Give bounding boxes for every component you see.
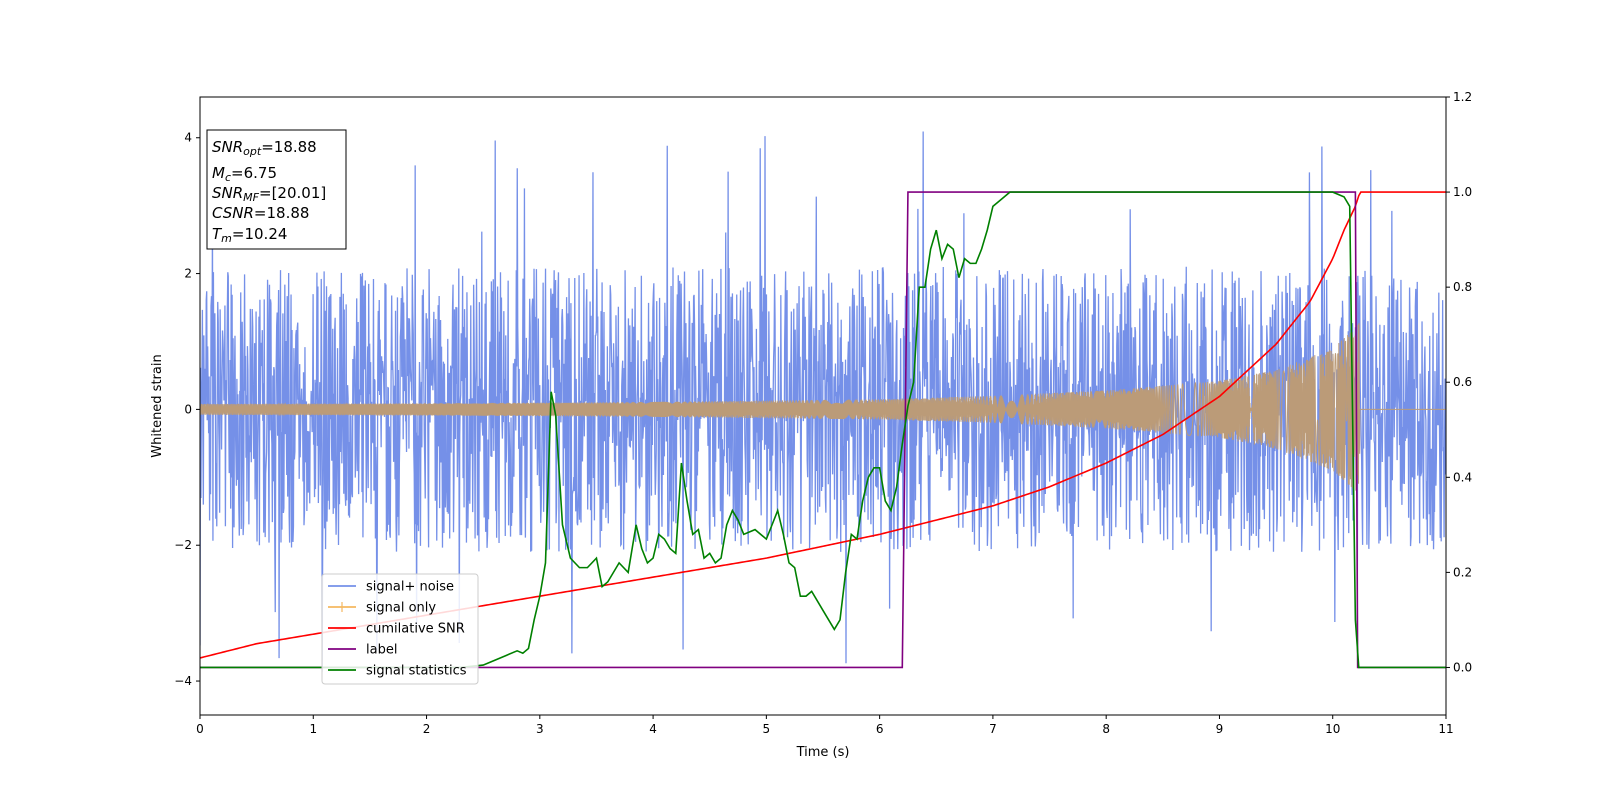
y-tick-label: −2 xyxy=(174,538,192,552)
y-axis-label: Whitened strain xyxy=(150,354,165,457)
x-tick-label: 4 xyxy=(649,722,657,736)
x-tick-label: 6 xyxy=(876,722,884,736)
x-tick-label: 3 xyxy=(536,722,544,736)
legend-entry: signal statistics xyxy=(328,664,467,679)
x-tick-label: 9 xyxy=(1216,722,1224,736)
x-tick-label: 10 xyxy=(1325,722,1340,736)
plot-frame xyxy=(199,96,1447,716)
x-axis: 0 1 2 3 4 5 6 7 8 9 10 11 xyxy=(196,715,1454,736)
y2-tick-label: 1.2 xyxy=(1453,90,1472,104)
x-tick-label: 11 xyxy=(1438,722,1453,736)
legend-entry: label xyxy=(328,643,397,658)
y2-tick-label: 0.6 xyxy=(1453,375,1472,389)
y2-tick-label: 0.8 xyxy=(1453,280,1472,294)
y-tick-label: 0 xyxy=(184,402,192,416)
legend-entry: cumilative SNR xyxy=(328,622,465,637)
x-tick-label: 2 xyxy=(423,722,431,736)
legend-entry: signal+ noise xyxy=(328,580,454,595)
legend: signal+ noise signal only cumilative SNR la… xyxy=(321,573,479,685)
info-box-line: SNRMF=[20.01] xyxy=(212,184,326,204)
x-tick-label: 8 xyxy=(1102,722,1110,736)
series-signal-noise-line xyxy=(200,131,1446,672)
info-box-line: CSNR=18.88 xyxy=(212,204,309,222)
y-tick-label: 2 xyxy=(184,267,192,281)
y2-tick-label: 0.4 xyxy=(1453,470,1472,484)
y2-tick-label: 0.0 xyxy=(1453,660,1472,674)
info-box-frame xyxy=(206,129,347,250)
info-box-line: SNRopt=18.88 xyxy=(212,138,317,158)
x-tick-label: 1 xyxy=(309,722,317,736)
info-box-line: Mc=6.75 xyxy=(212,164,277,184)
legend-label: signal+ noise xyxy=(366,580,454,595)
y-axis-right: 1.2 1.0 0.8 0.6 0.4 0.2 0.0 xyxy=(1446,90,1472,674)
info-box: SNRopt=18.88 Mc=6.75SNRMF=[20.01]CSNR=18.… xyxy=(206,129,347,250)
legend-label: cumilative SNR xyxy=(366,622,465,637)
legend-label: label xyxy=(366,643,397,658)
x-axis-label: Time (s) xyxy=(796,745,850,760)
legend-label: signal statistics xyxy=(366,664,467,679)
legend-label: signal only xyxy=(366,601,436,616)
info-box-line: Tm=10.24 xyxy=(212,225,287,245)
series-signal-only-line xyxy=(200,323,1446,491)
y-tick-label: −4 xyxy=(174,674,192,688)
x-tick-label: 7 xyxy=(989,722,997,736)
legend-frame xyxy=(321,573,479,685)
y2-tick-label: 1.0 xyxy=(1453,185,1472,199)
series-signal-statistics-line xyxy=(200,191,1446,669)
x-tick-label: 0 xyxy=(196,722,204,736)
x-tick-label: 5 xyxy=(763,722,771,736)
y-tick-label: 4 xyxy=(184,131,192,145)
y2-tick-label: 0.2 xyxy=(1453,565,1472,579)
legend-entry: signal only xyxy=(328,601,436,616)
y-axis-left: 4 2 0 −2 −4 xyxy=(174,131,200,688)
